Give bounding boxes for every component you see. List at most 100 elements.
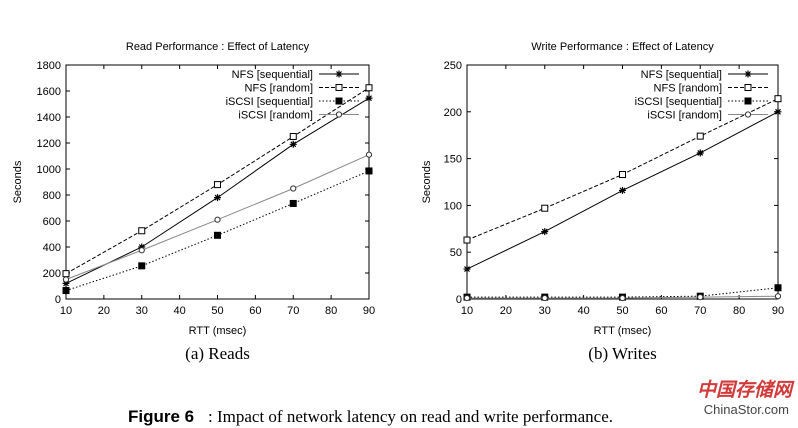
y-tick-label: 0 bbox=[55, 294, 61, 306]
figure-caption: Figure 6 : Impact of network latency on … bbox=[128, 407, 613, 426]
series-1 bbox=[463, 95, 782, 244]
data-point bbox=[62, 287, 70, 295]
x-tick-label: 50 bbox=[211, 305, 223, 317]
legend-label: NFS [sequential] bbox=[641, 69, 722, 81]
series-1 bbox=[62, 84, 373, 278]
legend-label: iSCSI [sequential] bbox=[226, 96, 313, 108]
x-tick-label: 80 bbox=[733, 305, 745, 317]
data-point bbox=[774, 284, 782, 292]
data-point bbox=[463, 236, 471, 244]
x-tick-label: 10 bbox=[60, 305, 72, 317]
y-axis-label: Seconds bbox=[12, 160, 24, 203]
x-tick-label: 60 bbox=[655, 305, 667, 317]
y-tick-label: 1600 bbox=[37, 86, 61, 98]
data-point bbox=[774, 293, 782, 300]
data-point bbox=[138, 227, 146, 235]
subplot-caption: (a) Reads bbox=[185, 344, 250, 363]
legend-label: iSCSI [sequential] bbox=[635, 96, 722, 108]
data-point bbox=[463, 294, 471, 302]
plot-frame bbox=[466, 64, 779, 300]
data-point bbox=[541, 228, 549, 236]
caption-label: Figure 6 bbox=[128, 407, 194, 426]
data-point bbox=[214, 231, 221, 239]
legend-marker bbox=[335, 111, 343, 118]
y-tick-label: 400 bbox=[43, 242, 61, 254]
x-tick-label: 70 bbox=[287, 305, 299, 317]
data-point bbox=[138, 247, 145, 254]
x-tick-label: 70 bbox=[694, 305, 706, 317]
x-tick-label: 20 bbox=[500, 305, 512, 317]
legend-marker bbox=[744, 70, 752, 78]
x-tick-label: 40 bbox=[174, 305, 186, 317]
x-tick-label: 60 bbox=[249, 305, 261, 317]
data-point bbox=[62, 270, 70, 278]
legend-marker bbox=[744, 111, 752, 118]
y-tick-label: 1800 bbox=[37, 60, 61, 72]
data-point bbox=[365, 94, 373, 102]
data-point bbox=[696, 132, 704, 140]
read-performance-chart: Read Performance : Effect of Latency RTT … bbox=[12, 41, 375, 363]
data-point bbox=[774, 108, 782, 116]
data-point bbox=[619, 171, 626, 179]
data-point bbox=[289, 140, 297, 148]
data-point bbox=[138, 262, 146, 270]
series-3 bbox=[62, 151, 373, 283]
data-point bbox=[463, 265, 471, 273]
data-point bbox=[214, 194, 221, 202]
y-axis-label: Seconds bbox=[421, 160, 433, 203]
data-point bbox=[365, 167, 373, 175]
y-tick-label: 0 bbox=[456, 294, 462, 306]
series-3 bbox=[463, 293, 782, 302]
series-line bbox=[466, 98, 779, 241]
legend-marker bbox=[744, 97, 752, 105]
data-point bbox=[289, 133, 297, 140]
y-tick-label: 1200 bbox=[37, 138, 61, 150]
data-point bbox=[214, 181, 221, 189]
x-tick-label: 80 bbox=[325, 305, 337, 317]
x-axis-label: RTT (msec) bbox=[189, 325, 247, 337]
x-tick-label: 50 bbox=[616, 305, 628, 317]
x-tick-label: 10 bbox=[461, 305, 473, 317]
legend-marker bbox=[335, 70, 343, 78]
series-line bbox=[65, 87, 370, 275]
y-tick-label: 50 bbox=[450, 247, 462, 259]
x-tick-label: 90 bbox=[772, 305, 784, 317]
y-tick-label: 1400 bbox=[37, 112, 61, 124]
y-tick-label: 100 bbox=[444, 200, 462, 212]
series-line bbox=[65, 170, 370, 292]
y-tick-label: 200 bbox=[444, 107, 462, 119]
legend-marker bbox=[335, 97, 343, 105]
data-point bbox=[619, 186, 626, 194]
caption-text: : Impact of network latency on read and … bbox=[208, 407, 613, 426]
x-tick-label: 40 bbox=[578, 305, 590, 317]
x-axis-label: RTT (msec) bbox=[594, 325, 652, 337]
data-point bbox=[541, 294, 548, 302]
data-point bbox=[619, 294, 626, 302]
subplot-caption: (b) Writes bbox=[588, 344, 656, 363]
data-point bbox=[214, 216, 221, 223]
x-tick-label: 20 bbox=[98, 305, 110, 317]
y-tick-label: 1000 bbox=[37, 164, 61, 176]
data-point bbox=[365, 84, 373, 92]
series-2 bbox=[62, 167, 373, 295]
write-performance-chart: Write Performance : Effect of Latency RTT… bbox=[421, 41, 784, 363]
data-point bbox=[289, 199, 297, 207]
series-0 bbox=[62, 94, 373, 287]
chart-title: Read Performance : Effect of Latency bbox=[126, 41, 310, 53]
series-0 bbox=[463, 108, 782, 273]
legend-label: NFS [random] bbox=[654, 83, 722, 95]
data-point bbox=[62, 276, 70, 283]
data-point bbox=[697, 294, 704, 301]
watermark-cn: 中国存储网 bbox=[697, 379, 795, 401]
data-point bbox=[541, 204, 549, 212]
data-point bbox=[138, 243, 146, 251]
chart-title: Write Performance : Effect of Latency bbox=[531, 41, 714, 53]
series-line bbox=[65, 97, 370, 284]
data-point bbox=[62, 279, 70, 287]
data-point bbox=[290, 185, 297, 192]
legend-marker bbox=[335, 84, 343, 91]
legend-marker bbox=[744, 84, 752, 91]
legend-label: NFS [random] bbox=[245, 83, 313, 95]
data-point bbox=[774, 95, 782, 103]
